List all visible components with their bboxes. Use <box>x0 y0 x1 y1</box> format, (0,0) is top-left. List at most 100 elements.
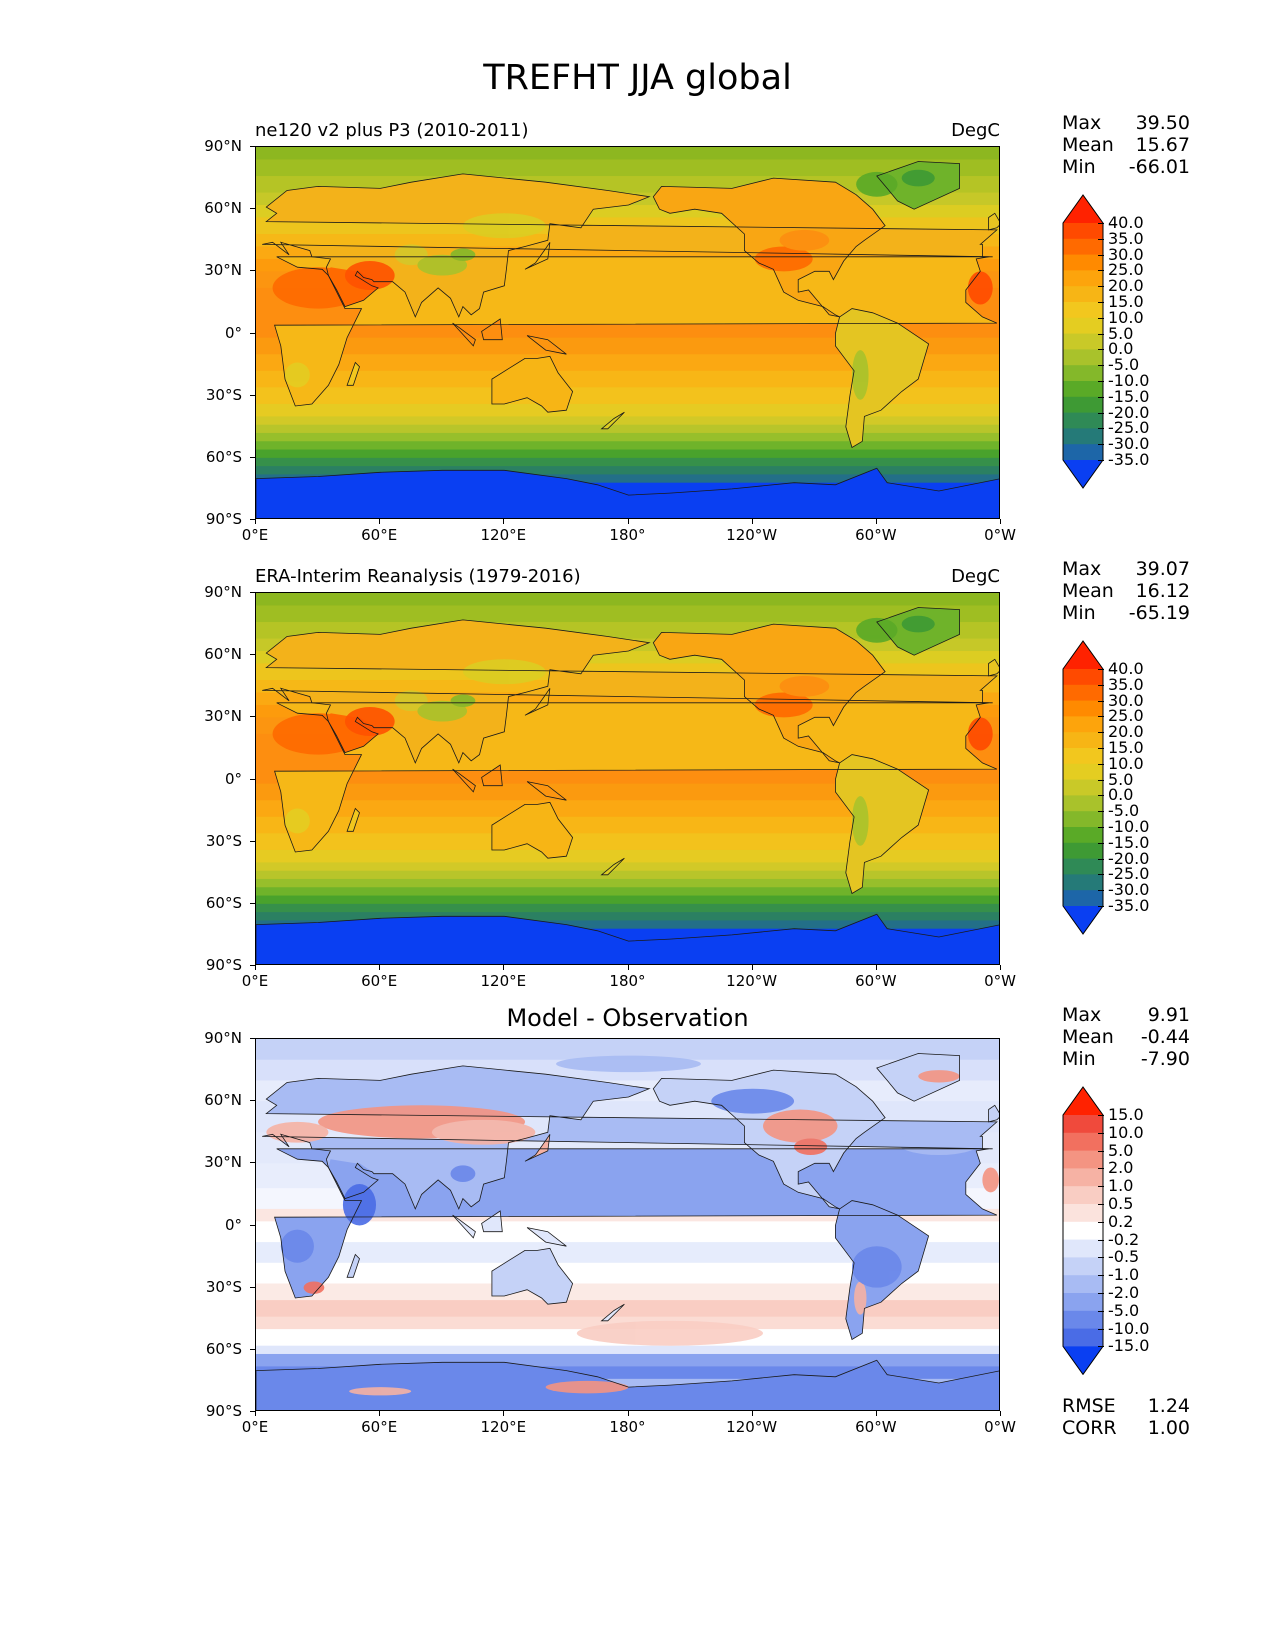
panel-units: DegC <box>951 566 1000 587</box>
land-uk <box>988 213 999 230</box>
field-feature <box>545 1380 629 1394</box>
stat-label: Min <box>1062 1048 1096 1070</box>
colorbar-tick-label: -10.0 <box>1108 1318 1150 1338</box>
colorbar-extend-max <box>1063 195 1103 223</box>
lon-tick-mark <box>379 519 381 524</box>
colorbar-swatch <box>1063 428 1103 445</box>
land-nz <box>601 1304 625 1321</box>
colorbar-tick-label: 0.5 <box>1108 1194 1134 1213</box>
colorbar-tick <box>1098 874 1104 876</box>
lat-tick-label: 90°S <box>205 956 242 974</box>
colorbar-tick <box>1098 270 1104 272</box>
field-band <box>256 1345 999 1355</box>
metric-label: RMSE <box>1062 1395 1116 1418</box>
colorbar-tick-label: 10.0 <box>1108 1122 1144 1142</box>
colorbar-swatch <box>1063 1239 1103 1258</box>
colorbar-tick <box>1098 1328 1104 1330</box>
lat-tick-label: 90°S <box>205 1402 242 1420</box>
field-feature <box>852 350 869 400</box>
colorbar-tick-label: 20.0 <box>1108 722 1144 742</box>
stat-label: Min <box>1062 156 1096 178</box>
field-feature <box>417 254 468 276</box>
lat-tick-label: 60°S <box>205 893 242 912</box>
land-namerica <box>653 624 886 763</box>
lon-tick-mark <box>1000 519 1001 524</box>
lat-tick-mark <box>250 208 255 210</box>
colorbar-tick-label: -5.0 <box>1108 801 1140 821</box>
coastline-greenland <box>876 161 960 210</box>
field-feature <box>852 1246 902 1288</box>
colorbar-swatch <box>1063 732 1103 749</box>
coastline-africa <box>274 256 998 407</box>
colorbar-tick <box>1098 333 1104 335</box>
lon-tick-label: 60°W <box>855 972 897 990</box>
stat-value: 39.50 <box>1135 112 1190 134</box>
field-feature <box>901 615 935 633</box>
metric-value: 1.24 <box>1147 1395 1190 1418</box>
colorbar-tick-label: 0.0 <box>1108 785 1134 805</box>
field-band <box>256 862 999 872</box>
colorbar-tick-label: -20.0 <box>1108 848 1150 868</box>
colorbar-tick <box>1098 1168 1104 1170</box>
stat-label: Max <box>1062 1004 1102 1026</box>
lat-tick-mark <box>250 840 255 842</box>
colorbar-tick-label: 0.0 <box>1108 339 1134 359</box>
lon-tick-label: 0°E <box>241 526 269 544</box>
land-antarctica <box>256 1360 999 1410</box>
metric-label: CORR <box>1062 1417 1117 1440</box>
colorbar-tick-label: -30.0 <box>1108 434 1150 454</box>
field-band <box>256 1221 999 1243</box>
colorbar-extend-min <box>1063 460 1103 488</box>
land-madagascar <box>347 1254 360 1278</box>
land-greenland <box>876 1053 960 1102</box>
colorbar-swatch <box>1063 763 1103 781</box>
coastline-antarctica <box>256 913 999 964</box>
land-madagascar <box>347 808 360 832</box>
colorbar-tick <box>1098 381 1104 382</box>
land-japan <box>525 688 550 716</box>
lon-tick-mark <box>379 965 381 970</box>
colorbar-tick-label: 1.0 <box>1108 1176 1134 1196</box>
land-uk <box>988 659 999 676</box>
colorbar-tick-label: 40.0 <box>1108 659 1144 678</box>
colorbar-tick <box>1098 444 1104 446</box>
panel-title-left: ne120 v2 plus P3 (2010-2011) <box>255 120 529 141</box>
field-band <box>256 1039 999 1061</box>
land-samerica <box>835 754 929 894</box>
land-eurasia <box>262 173 997 317</box>
colorbar-swatch <box>1063 811 1103 828</box>
colorbar-swatch <box>1063 396 1103 414</box>
field-band <box>256 878 999 888</box>
field-band <box>256 457 999 467</box>
figure-title: TREFHT JJA global <box>483 58 792 98</box>
lat-tick-label: 60°N <box>204 1091 242 1110</box>
colorbar-tick <box>1098 700 1104 702</box>
field-feature <box>711 1088 795 1114</box>
colorbar-swatch <box>1063 254 1103 271</box>
field-band <box>256 416 999 426</box>
colorbar-tick <box>1098 1186 1104 1188</box>
colorbar-swatch <box>1063 365 1103 382</box>
colorbar-tick <box>1098 795 1104 797</box>
field-band <box>256 912 999 921</box>
field-band <box>256 354 999 372</box>
lon-tick-mark <box>751 965 753 970</box>
lat-tick-mark <box>250 1224 255 1226</box>
field-band <box>256 816 999 834</box>
land-nz <box>601 412 625 429</box>
colorbar-tick-label: -10.0 <box>1108 817 1150 836</box>
field-feature <box>450 1165 476 1182</box>
field-feature <box>901 169 935 187</box>
field-feature <box>462 213 546 239</box>
stat-row: Max 9.91 <box>1062 1004 1190 1026</box>
field-feature <box>918 1070 960 1083</box>
field-band <box>256 424 999 434</box>
land-namerica <box>653 178 886 317</box>
colorbar-tick-label: -0.2 <box>1108 1229 1140 1249</box>
lon-tick-label: 120°W <box>726 1418 778 1436</box>
lat-tick-label: 30°S <box>205 385 242 404</box>
panel-3: Model - Observation 90°N 60°N 30°N 0° 30°S 60°… <box>0 1004 1275 1468</box>
colorbar-tick-label: 40.0 <box>1108 213 1144 232</box>
colorbar-tick-label: -10.0 <box>1108 371 1150 390</box>
field-band <box>256 441 999 451</box>
